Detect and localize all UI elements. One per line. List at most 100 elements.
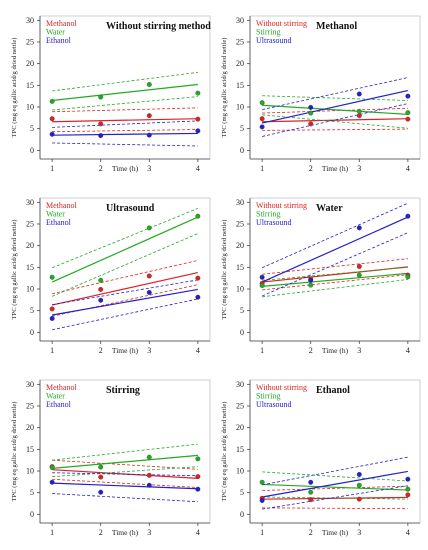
data-point-without-stirring [308,497,314,503]
y-tick-label: 20 [236,241,244,250]
confidence-band-upper-without-stirring [262,107,408,114]
confidence-band-upper-ethanol [52,279,198,305]
confidence-band-lower-methanol [52,478,198,488]
y-tick-label: 10 [236,103,244,112]
data-point-stirring [259,100,265,106]
x-tick-label: 3 [357,164,361,173]
y-tick-label: 5 [30,306,34,315]
y-tick-label: 5 [30,124,34,133]
x-tick-label: 2 [99,528,103,537]
data-point-ultrasound [405,93,411,99]
data-point-ethanol [195,294,201,300]
chart-title: Ethanol [316,385,350,396]
y-tick-label: 15 [236,263,244,272]
data-point-methanol [98,474,104,480]
data-point-water [195,90,201,96]
data-point-methanol [49,116,55,122]
data-point-stirring [405,486,411,492]
data-point-ultrasound [405,213,411,219]
data-point-stirring [356,482,362,488]
data-point-ethanol [49,479,55,485]
x-tick-label: 4 [406,528,410,537]
y-tick-label: 20 [26,59,34,68]
data-point-ultrasound [356,472,362,477]
y-tick-label: 30 [236,380,244,389]
confidence-band-upper-water [52,71,198,92]
fit-line-stirring [262,104,408,115]
data-point-without-stirring [356,113,362,119]
x-tick-label: 4 [196,346,200,355]
data-point-without-stirring [356,496,362,502]
data-point-ultrasound [405,476,411,482]
legend-entry-stirring: Stirring [256,392,280,401]
data-point-ultrasound [308,479,314,485]
data-point-stirring [405,110,411,116]
confidence-band-lower-ethanol [52,298,198,331]
confidence-band-lower-water [52,466,198,478]
y-tick-label: 20 [26,423,34,432]
legend-entry-stirring: Stirring [256,28,280,37]
chart-svg: 0 5 10 15 20 25 30 1 2 3 4 Time (h) TPC (mg eq galli… [221,197,421,355]
fit-line-methanol [52,271,198,306]
data-point-methanol [146,472,152,478]
confidence-band-upper-without-stirring [262,258,408,275]
data-point-stirring [259,283,265,288]
y-tick-label: 5 [240,488,244,497]
confidence-band-upper-stirring [262,471,408,482]
data-point-stirring [356,108,362,114]
y-tick-label: 0 [30,510,34,519]
data-point-water [146,82,152,87]
legend-entry-water: Water [46,392,65,401]
y-tick-label: 10 [236,467,244,476]
x-tick-label: 3 [147,164,151,173]
fit-line-ethanol [52,482,198,490]
y-tick-label: 5 [240,306,244,315]
data-point-methanol [146,113,152,119]
x-axis-label: Time (h) [112,528,139,537]
confidence-band-lower-ultrasound [262,485,408,510]
y-tick-label: 0 [240,328,244,337]
fit-line-methanol [52,118,198,123]
data-point-ultrasound [356,91,362,97]
x-tick-label: 3 [357,346,361,355]
legend-entry-water: Water [46,28,65,37]
data-point-water [49,465,55,470]
y-axis-label: TPC (mg eq gallic acid/g dried nettle) [11,38,18,138]
confidence-band-lower-stirring [262,496,408,500]
confidence-band-lower-stirring [262,279,408,298]
data-point-stirring [356,272,362,278]
y-axis-label: TPC (mg eq gallic acid/g dried nettle) [11,402,18,502]
data-point-ethanol [195,128,201,134]
data-point-stirring [308,489,314,495]
data-point-methanol [146,273,152,279]
data-point-water [49,98,55,104]
fit-line-stirring [262,483,408,491]
y-tick-label: 10 [26,103,34,112]
confidence-band-lower-stirring [262,114,408,129]
x-tick-label: 2 [309,164,313,173]
data-point-methanol [49,306,55,312]
legend-entry-methanol: Methanol [46,383,77,392]
chart-methanol: 0 5 10 15 20 25 30 1 2 3 4 Time (h) TPC (mg eq galli… [214,4,424,184]
data-point-methanol [195,275,201,281]
data-point-ultrasound [308,277,314,283]
legend-entry-water: Water [46,210,65,219]
data-point-without-stirring [405,492,411,498]
data-point-stirring [308,110,314,116]
data-point-ethanol [98,297,104,303]
confidence-band-upper-ultrasound [261,202,409,269]
x-tick-label: 1 [260,346,264,355]
x-tick-label: 2 [309,346,313,355]
confidence-band-upper-stirring [262,95,408,101]
chart-title: Methanol [316,21,357,32]
chart-svg: 0 5 10 15 20 25 30 1 2 3 4 Time (h) TPC (mg eq galli… [11,197,211,355]
x-axis-label: Time (h) [322,346,349,355]
data-point-ultrasound [259,498,265,503]
chart-title: Ultrasound [106,203,155,214]
y-tick-label: 5 [30,488,34,497]
confidence-band-upper-stirring [262,266,408,281]
data-point-ethanol [98,133,104,139]
chart-without-stirring: 0 5 10 15 20 25 30 1 2 3 4 Time (h) TPC (mg eq galli… [4,4,214,184]
confidence-band-upper-methanol [52,459,198,470]
y-tick-label: 25 [26,402,34,411]
